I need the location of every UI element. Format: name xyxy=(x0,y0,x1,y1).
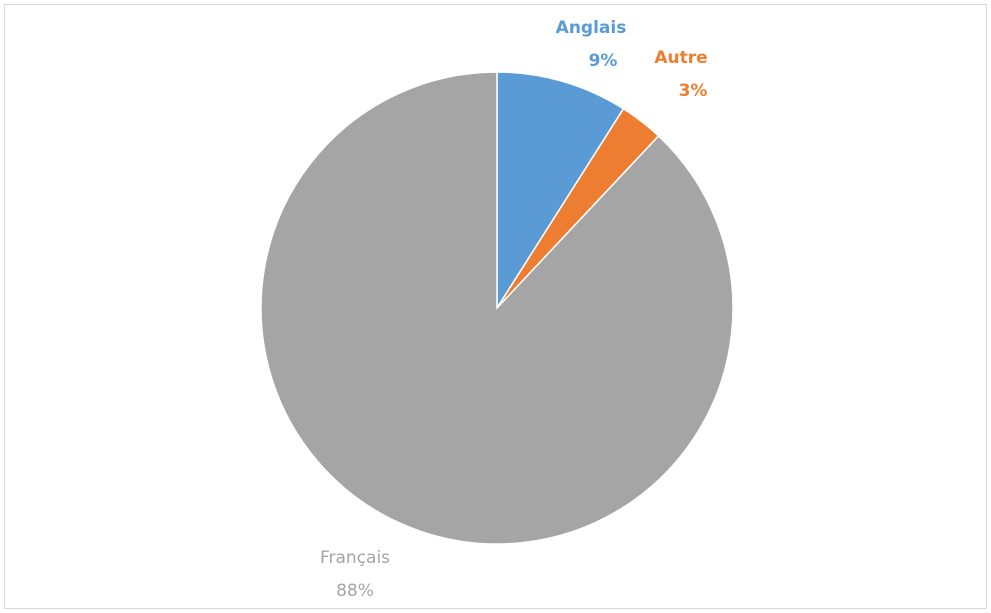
slice-label: Français xyxy=(320,548,390,568)
slice-label: Autre xyxy=(654,48,707,68)
pie-slice xyxy=(496,71,625,311)
value-label: 9% xyxy=(589,51,618,71)
value-label: 3% xyxy=(679,81,708,101)
slice-label: Anglais xyxy=(556,18,627,38)
pie-slice xyxy=(260,71,734,545)
value-label: 88% xyxy=(336,581,374,601)
